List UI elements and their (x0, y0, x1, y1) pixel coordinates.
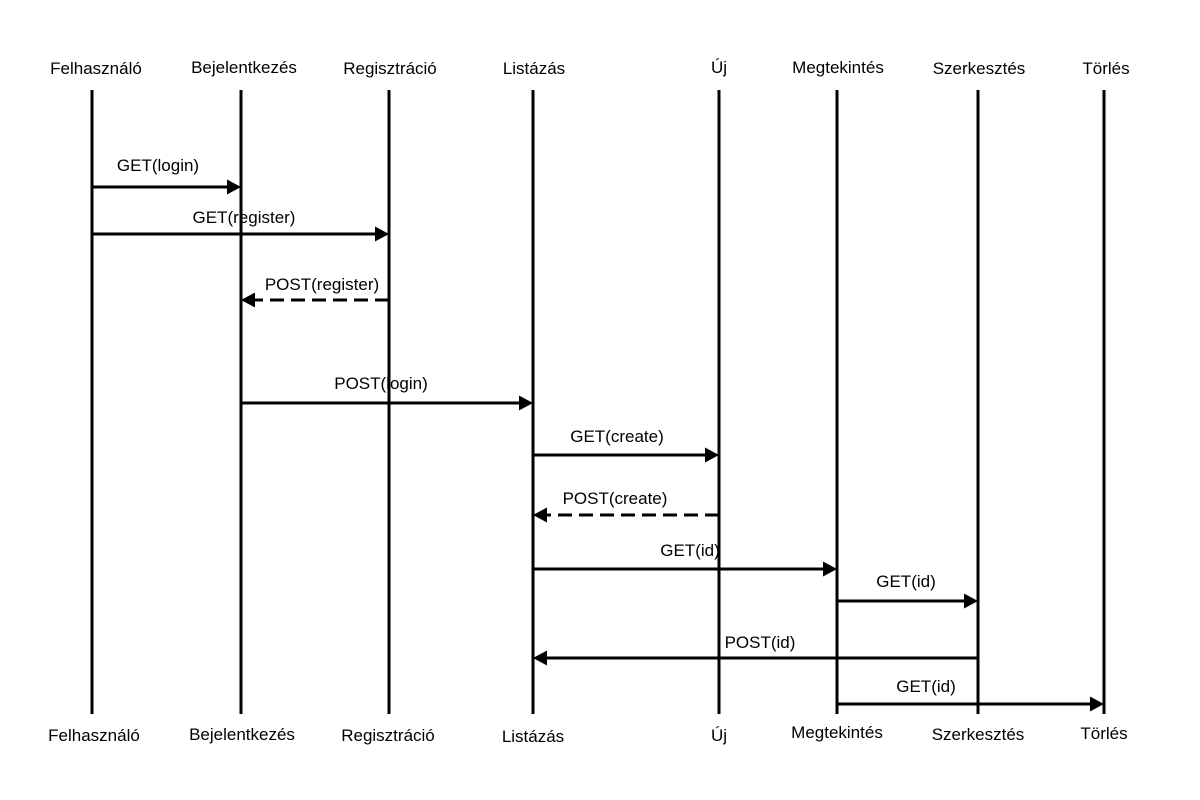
message-label: GET(id) (660, 541, 720, 560)
message-9: GET(id) (837, 677, 1104, 712)
participant-2-bottom-label: Regisztráció (341, 726, 435, 745)
message-1: GET(register) (92, 208, 389, 242)
arrowhead (241, 292, 255, 308)
arrowhead (964, 593, 978, 609)
arrowhead (227, 179, 241, 195)
participant-0-bottom-label: Felhasználó (48, 726, 140, 745)
arrowhead (823, 561, 837, 577)
participant-5-top-label: Megtekintés (792, 58, 884, 77)
message-label: POST(register) (265, 275, 379, 294)
arrowhead (533, 507, 547, 523)
message-label: GET(id) (896, 677, 956, 696)
message-7: GET(id) (837, 572, 978, 609)
participant-5-bottom-label: Megtekintés (791, 723, 883, 742)
message-label: GET(id) (876, 572, 936, 591)
participant-3-bottom-label: Listázás (502, 727, 564, 746)
participant-2-top-label: Regisztráció (343, 59, 437, 78)
message-5: POST(create) (533, 489, 719, 523)
message-label: GET(create) (570, 427, 664, 446)
arrowhead (1090, 696, 1104, 712)
message-8: POST(id) (533, 633, 978, 666)
message-label: GET(register) (193, 208, 296, 227)
participant-7-bottom-label: Törlés (1080, 724, 1127, 743)
participant-6-top-label: Szerkesztés (933, 59, 1026, 78)
arrowhead (533, 650, 547, 666)
participant-1-top-label: Bejelentkezés (191, 58, 297, 77)
message-6: GET(id) (533, 541, 837, 577)
message-3: POST(login) (241, 374, 533, 411)
message-label: POST(id) (725, 633, 796, 652)
participant-0-top-label: Felhasználó (50, 59, 142, 78)
participant-7-top-label: Törlés (1082, 59, 1129, 78)
arrowhead (375, 226, 389, 242)
message-4: GET(create) (533, 427, 719, 463)
participant-1-bottom-label: Bejelentkezés (189, 725, 295, 744)
participant-4-top-label: Új (711, 58, 727, 77)
message-label: POST(create) (563, 489, 668, 508)
participant-6-bottom-label: Szerkesztés (932, 725, 1025, 744)
arrowhead (519, 395, 533, 411)
message-2: POST(register) (241, 275, 389, 308)
arrowhead (705, 447, 719, 463)
participant-4-bottom-label: Új (711, 726, 727, 745)
message-label: POST(login) (334, 374, 428, 393)
participant-3-top-label: Listázás (503, 59, 565, 78)
message-0: GET(login) (92, 156, 241, 195)
message-label: GET(login) (117, 156, 199, 175)
